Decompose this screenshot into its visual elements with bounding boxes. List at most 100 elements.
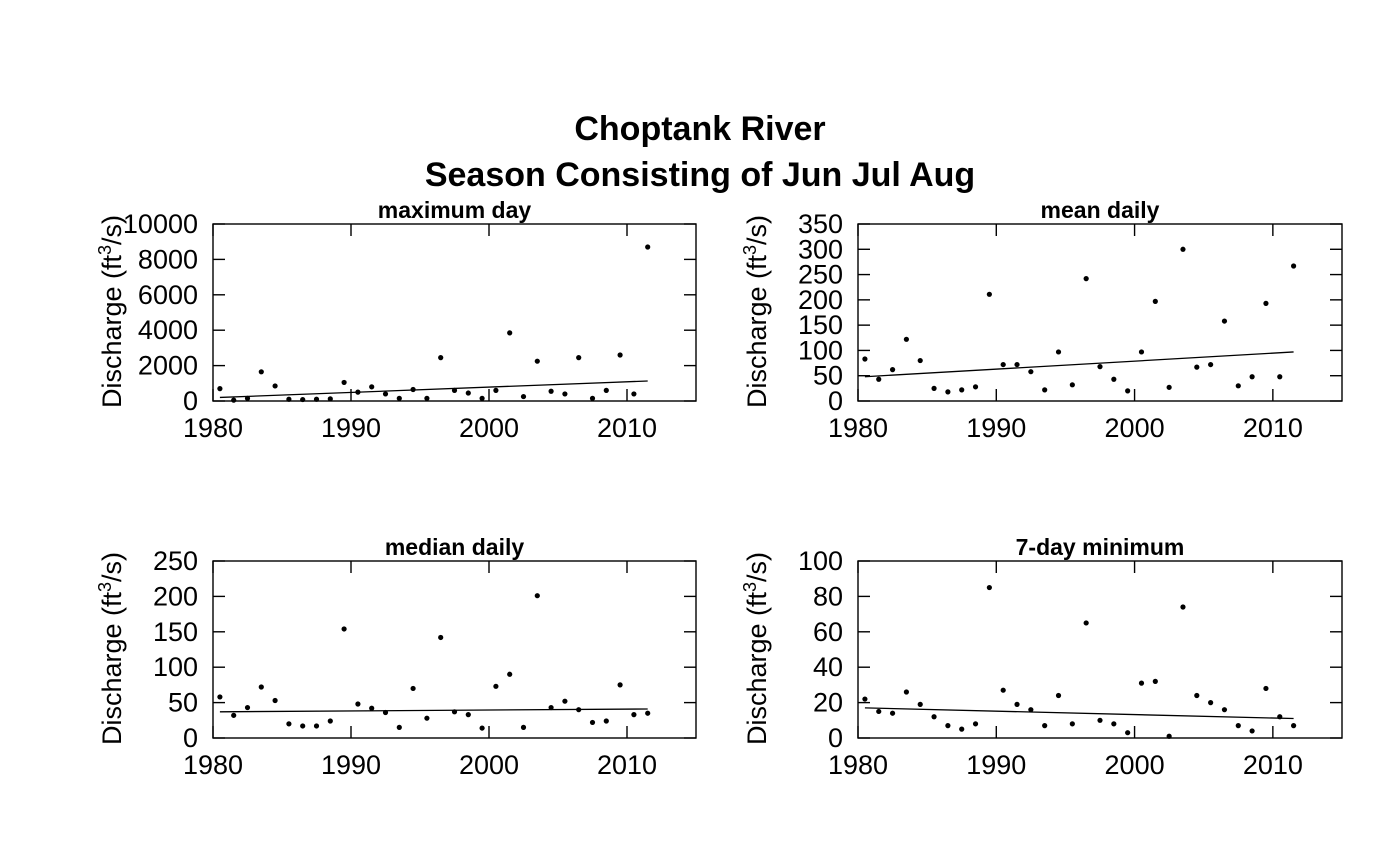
- x-tick-label: 2010: [597, 413, 657, 443]
- y-tick-label: 100: [153, 652, 198, 682]
- x-tick-label: 2010: [1243, 750, 1303, 780]
- data-point: [889, 367, 896, 373]
- chart-panel-1: maximum day 1980 1990 2000 2010 0 2000 4000 6000…: [95, 197, 697, 443]
- y-tick-label: 8000: [138, 244, 198, 274]
- plot-frame: [857, 223, 1343, 402]
- data-point: [369, 384, 375, 390]
- data-point: [1249, 728, 1255, 734]
- data-point: [1014, 361, 1020, 368]
- data-point: [1152, 678, 1158, 684]
- y-tick-label: 350: [798, 209, 843, 239]
- data-point: [451, 387, 458, 393]
- data-point: [286, 396, 292, 402]
- panel-title: median daily: [385, 534, 525, 560]
- y-tick-label: 250: [798, 260, 843, 290]
- y-tick-label: 200: [798, 285, 843, 315]
- data-point: [548, 388, 554, 394]
- y-tick-label: 20: [813, 688, 843, 718]
- chart-panel-3: median daily 1980 1990 2000 2010 0 50 100 150 200…: [95, 534, 697, 780]
- data-point: [286, 721, 292, 727]
- page-title-line-2: Season Consisting of Jun Jul Aug: [424, 156, 976, 194]
- y-tick-label: 200: [153, 581, 198, 611]
- page-title: Choptank River Season Consisting of Jun …: [0, 106, 1400, 198]
- data-point: [1014, 701, 1020, 707]
- x-tick-label: 2000: [1105, 750, 1165, 780]
- data-point: [986, 584, 992, 591]
- data-point: [1166, 384, 1172, 390]
- y-tick-label: 300: [798, 234, 843, 264]
- data-point: [548, 704, 554, 711]
- data-point: [1208, 700, 1214, 706]
- data-point: [576, 355, 582, 361]
- data-point: [1069, 721, 1075, 727]
- data-point: [1069, 382, 1075, 388]
- y-tick-label: 2000: [138, 351, 198, 381]
- data-point: [889, 710, 896, 716]
- data-point: [1291, 723, 1297, 729]
- y-tick-label: 0: [828, 386, 843, 416]
- data-point: [1235, 383, 1241, 389]
- data-point: [313, 723, 320, 729]
- data-point: [272, 697, 278, 704]
- y-tick-label: 250: [153, 546, 198, 576]
- data-point: [631, 391, 637, 397]
- panel-title: maximum day: [378, 197, 532, 223]
- data-point: [617, 352, 623, 358]
- data-point: [479, 725, 485, 731]
- data-point: [1125, 730, 1131, 736]
- data-point: [465, 712, 471, 718]
- y-tick-label: 0: [183, 723, 198, 753]
- data-point: [355, 389, 361, 395]
- y-tick-label: 0: [828, 723, 843, 753]
- y-tick-label: 150: [798, 310, 843, 340]
- data-point: [1000, 361, 1006, 368]
- data-point: [1138, 349, 1145, 355]
- data-point: [1208, 361, 1214, 368]
- data-point: [1083, 276, 1089, 282]
- data-point: [217, 694, 223, 700]
- data-point: [258, 369, 264, 375]
- x-tick-label: 2000: [459, 413, 519, 443]
- chart-panel-4: 7-day minimum 1980 1990 2000 2010 0 20 40 60 80 10…: [740, 534, 1343, 780]
- y-tick-label: 40: [813, 652, 843, 682]
- x-tick-label: 1980: [183, 413, 243, 443]
- data-point: [1097, 717, 1103, 723]
- data-point: [645, 244, 651, 250]
- data-point: [589, 395, 596, 401]
- data-point: [369, 705, 375, 711]
- data-point: [1194, 692, 1200, 699]
- data-point: [534, 358, 540, 364]
- data-point: [1000, 687, 1006, 693]
- y-tick-label: 10000: [123, 209, 198, 239]
- y-tick-label: 150: [153, 617, 198, 647]
- data-point: [1194, 364, 1200, 370]
- data-point: [1277, 714, 1283, 720]
- data-point: [862, 696, 868, 702]
- trend-line: [219, 380, 648, 399]
- x-tick-label: 1980: [828, 750, 888, 780]
- data-point: [945, 723, 951, 729]
- data-point: [1180, 604, 1186, 610]
- data-point: [903, 336, 910, 342]
- data-point: [1097, 364, 1103, 370]
- data-point: [493, 683, 499, 689]
- data-point: [959, 726, 965, 732]
- data-point: [1111, 721, 1117, 727]
- data-point: [258, 684, 264, 690]
- data-point: [1028, 707, 1034, 713]
- x-tick-label: 1980: [828, 413, 888, 443]
- data-point: [931, 714, 937, 720]
- x-tick-label: 2000: [1105, 413, 1165, 443]
- data-point: [231, 712, 237, 718]
- x-tick-label: 2010: [1243, 413, 1303, 443]
- panel-title: 7-day minimum: [1016, 534, 1185, 560]
- data-point: [520, 724, 527, 730]
- data-point: [562, 391, 568, 397]
- data-point: [534, 593, 540, 599]
- plot-frame: [857, 560, 1343, 739]
- data-point: [341, 379, 347, 386]
- data-point: [589, 719, 596, 726]
- data-point: [493, 387, 499, 393]
- data-point: [438, 355, 444, 361]
